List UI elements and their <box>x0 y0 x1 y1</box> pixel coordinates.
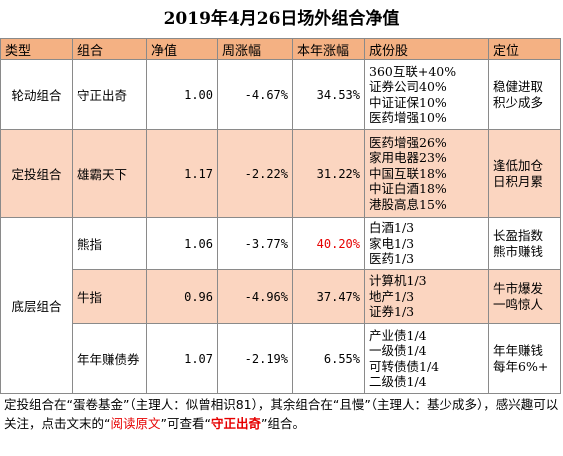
positioning-cell: 长盈指数 熊市赚钱 <box>488 217 561 270</box>
holdings-cell: 医药增强26% 家用电器23% 中国互联18% 中证白酒18% 港股高息15% <box>364 129 489 218</box>
header-portfolio: 组合 <box>72 38 147 60</box>
holding-item: 一级债1/4 <box>369 343 427 358</box>
positioning-line: 每年6%+ <box>493 358 549 374</box>
read-original-link[interactable]: 阅读原文 <box>110 416 161 431</box>
weekly-change: -3.77% <box>217 217 293 270</box>
holding-item: 医药增强26% <box>369 134 447 150</box>
holdings-cell: 白酒1/3 家电1/3 医药1/3 <box>364 217 489 270</box>
positioning-line: 年年赚钱 <box>493 343 544 358</box>
table-header-row: 类型 组合 净值 周涨幅 本年涨幅 成份股 定位 <box>0 38 561 60</box>
portfolio-name: 雄霸天下 <box>72 129 147 218</box>
page-title: 2019年4月26日场外组合净值 <box>163 9 400 29</box>
footer-text: ”可查看“ <box>160 416 211 431</box>
holding-item: 医药增强10% <box>369 110 447 125</box>
header-type: 类型 <box>0 38 73 60</box>
positioning-cell: 稳健进取 积少成多 <box>488 59 561 130</box>
type-cell: 轮动组合 <box>0 59 73 130</box>
holding-item: 中证白酒18% <box>369 181 447 197</box>
header-ytd-change: 本年涨幅 <box>292 38 365 60</box>
type-cell: 底层组合 <box>0 217 73 394</box>
holding-item: 证券公司40% <box>369 79 447 94</box>
header-nav: 净值 <box>146 38 218 60</box>
holdings-cell: 产业债1/4 一级债1/4 可转债债1/4 二级债1/4 <box>364 323 489 394</box>
holding-item: 计算机1/3 <box>369 273 427 289</box>
header-positioning: 定位 <box>488 38 561 60</box>
weekly-change: -4.96% <box>217 269 293 324</box>
positioning-line: 逢低加仓 <box>493 158 544 173</box>
featured-portfolio-link[interactable]: 守正出奇 <box>210 416 261 431</box>
positioning-line: 牛市爆发 <box>493 281 544 296</box>
type-cell: 定投组合 <box>0 129 73 218</box>
nav-value: 1.06 <box>146 217 218 270</box>
nav-value: 1.00 <box>146 59 218 130</box>
footer-note: 定投组合在“蛋卷基金”（主理人：似曾相识81），其余组合在“且慢”（主理人：基少… <box>4 395 560 433</box>
holdings-cell: 计算机1/3 地产1/3 证券1/3 <box>364 269 489 324</box>
footer-text: ”组合。 <box>260 416 305 431</box>
portfolio-name: 守正出奇 <box>72 59 147 130</box>
footer-text: 定投组合在“蛋卷基金”（主理人：似曾相识81），其余组合在“且慢”（主理人：基少… <box>4 397 559 431</box>
holding-item: 中国互联18% <box>369 165 447 181</box>
nav-value: 1.17 <box>146 129 218 218</box>
holding-item: 地产1/3 <box>369 288 415 304</box>
positioning-line: 一鸣惊人 <box>493 296 544 312</box>
holding-item: 二级债1/4 <box>369 374 427 389</box>
header-holdings: 成份股 <box>364 38 489 60</box>
nav-value: 1.07 <box>146 323 218 394</box>
ytd-change: 37.47% <box>292 269 365 324</box>
ytd-change: 6.55% <box>292 323 365 394</box>
positioning-line: 稳健进取 <box>493 79 544 94</box>
holding-item: 家用电器23% <box>369 150 447 166</box>
table-row: 牛指 0.96 -4.96% 37.47% 计算机1/3 地产1/3 证券1/3… <box>1 269 561 324</box>
positioning-cell: 年年赚钱 每年6%+ <box>488 323 561 394</box>
holding-item: 中证证保10% <box>369 94 447 110</box>
portfolio-name: 牛指 <box>72 269 147 324</box>
table-row: 轮动组合 守正出奇 1.00 -4.67% 34.53% 360互联+40% 证… <box>0 59 561 130</box>
positioning-cell: 牛市爆发 一鸣惊人 <box>488 269 561 324</box>
portfolio-name: 熊指 <box>72 217 147 270</box>
ytd-change: 40.20% <box>292 217 365 270</box>
positioning-cell: 逢低加仓 日积月累 <box>488 129 561 218</box>
weekly-change: -2.19% <box>217 323 293 394</box>
positioning-line: 长盈指数 <box>493 228 544 243</box>
ytd-change: 34.53% <box>292 59 365 130</box>
table-row: 年年赚债券 1.07 -2.19% 6.55% 产业债1/4 一级债1/4 可转… <box>1 323 561 394</box>
positioning-line: 积少成多 <box>493 94 544 110</box>
holding-item: 医药1/3 <box>369 251 415 267</box>
portfolio-name: 年年赚债券 <box>72 323 147 394</box>
positioning-line: 日积月累 <box>493 173 544 189</box>
portfolio-table: 类型 组合 净值 周涨幅 本年涨幅 成份股 定位 轮动组合 守正出奇 1.00 … <box>0 38 561 394</box>
holding-item: 产业债1/4 <box>369 327 427 343</box>
weekly-change: -2.22% <box>217 129 293 218</box>
ytd-change: 31.22% <box>292 129 365 218</box>
positioning-line: 熊市赚钱 <box>493 243 544 259</box>
table-row: 定投组合 雄霸天下 1.17 -2.22% 31.22% 医药增强26% 家用电… <box>0 129 561 218</box>
holding-item: 港股高息15% <box>369 196 447 212</box>
nav-value: 0.96 <box>146 269 218 324</box>
header-weekly-change: 周涨幅 <box>217 38 293 60</box>
holding-item: 360互联+40% <box>369 63 457 79</box>
holding-item: 家电1/3 <box>369 235 415 251</box>
table-row: 底层组合 熊指 1.06 -3.77% 40.20% 白酒1/3 家电1/3 医… <box>0 217 561 394</box>
holdings-cell: 360互联+40% 证券公司40% 中证证保10% 医药增强10% <box>364 59 489 130</box>
holding-item: 证券1/3 <box>369 304 415 320</box>
holding-item: 可转债债1/4 <box>369 358 440 374</box>
holding-item: 白酒1/3 <box>369 220 415 236</box>
weekly-change: -4.67% <box>217 59 293 130</box>
